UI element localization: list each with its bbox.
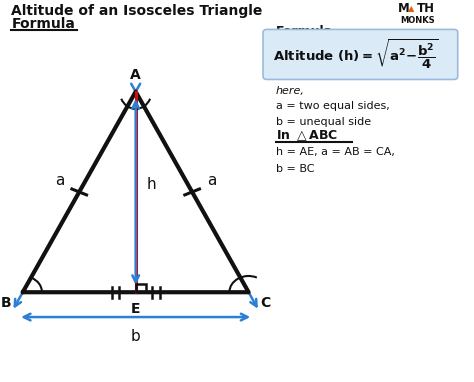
Text: h = AE, a = AB = CA,: h = AE, a = AB = CA, — [276, 147, 394, 157]
Text: A: A — [130, 68, 141, 82]
Text: C: C — [260, 296, 270, 310]
Text: In $\triangle$ABC: In $\triangle$ABC — [276, 128, 337, 142]
Text: a = two equal sides,: a = two equal sides, — [276, 101, 390, 111]
Text: TH: TH — [417, 2, 435, 15]
Text: a: a — [207, 173, 216, 188]
Text: b = unequal side: b = unequal side — [276, 117, 371, 127]
Text: Formula: Formula — [276, 25, 333, 38]
Text: b: b — [131, 329, 141, 343]
Text: Formula: Formula — [11, 17, 75, 31]
Text: M: M — [398, 2, 410, 15]
Text: MONKS: MONKS — [400, 16, 435, 26]
Text: ▲: ▲ — [408, 4, 414, 13]
Text: a: a — [55, 173, 65, 188]
Text: B: B — [1, 296, 11, 310]
FancyBboxPatch shape — [263, 29, 458, 79]
Text: E: E — [131, 302, 140, 316]
Text: b = BC: b = BC — [276, 164, 314, 174]
Text: here,: here, — [276, 86, 305, 96]
Text: Altitude of an Isosceles Triangle: Altitude of an Isosceles Triangle — [11, 4, 263, 18]
Text: $\mathbf{Altitude\ (h) = \sqrt{a^2\!-\!\dfrac{b^2}{4}}}$: $\mathbf{Altitude\ (h) = \sqrt{a^2\!-\!\… — [273, 38, 439, 71]
Text: h: h — [147, 177, 156, 192]
